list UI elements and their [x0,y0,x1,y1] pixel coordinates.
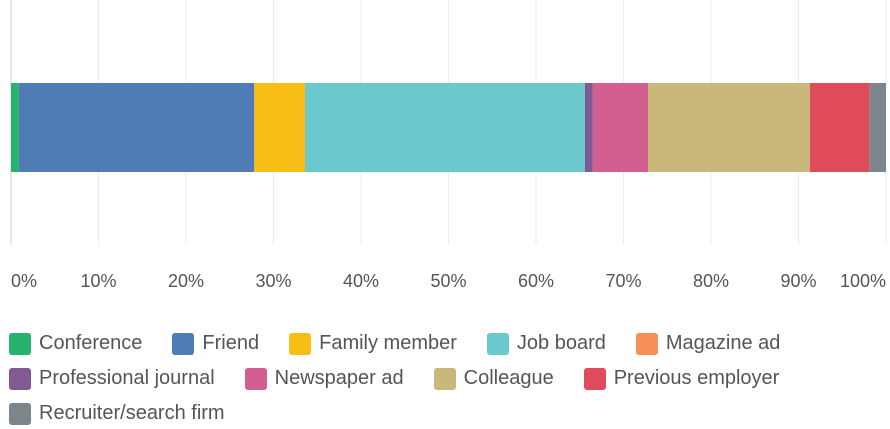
legend-swatch [289,332,312,355]
x-tick-label: 30% [255,271,291,291]
x-tick-label: 70% [605,271,641,291]
legend-item: Job board [486,332,606,355]
legend-item: Friend [172,332,259,355]
legend: Conference Friend Family member Job board Ma… [9,332,884,425]
legend-swatch [9,402,31,425]
bar-segment [11,83,19,172]
legend-label: Conference [39,332,143,354]
x-tick-label: 40% [343,271,379,291]
legend-swatch [433,367,456,390]
legend-item: Colleague [433,367,554,390]
bar-segment [18,83,255,172]
chart: 0% 10% 20% 30% 40% 50% 60% 70% 80% 90% 100% [10,0,887,291]
legend-label: Friend [202,332,260,354]
legend-swatch [244,367,267,390]
x-tick-label: 50% [430,271,466,291]
legend-label: Family member [319,332,457,354]
x-tick-label: 60% [518,271,554,291]
legend-label: Newspaper ad [274,367,404,389]
legend-swatch [9,332,31,355]
legend-label: Professional journal [39,367,215,389]
legend-swatch [9,367,31,390]
x-tick-label: 100% [840,271,886,291]
bar-segment [592,83,648,172]
legend-label: Previous employer [613,367,780,389]
legend-label: Colleague [463,367,554,389]
x-tick-label: 0% [11,271,37,291]
bar-segment [305,83,585,172]
bar-segment [648,83,810,172]
legend-item: Professional journal [9,367,215,390]
legend-item: Magazine ad [635,332,781,355]
x-tick-label: 10% [80,271,116,291]
legend-item: Recruiter/search firm [9,402,225,425]
legend-item: Conference [9,332,142,355]
legend-label: Magazine ad [665,332,781,354]
legend-swatch [486,332,509,355]
legend-swatch [172,332,195,355]
legend-item: Family member [289,332,457,355]
x-tick-label: 90% [780,271,816,291]
legend-label: Job board [516,332,606,354]
bar-segment [809,83,870,172]
x-tick-label: 80% [693,271,729,291]
bar-segment [585,83,593,172]
legend-label: Recruiter/search firm [39,402,225,424]
legend-item: Previous employer [583,367,780,390]
legend-item: Newspaper ad [244,367,404,390]
bar-segment [254,83,305,172]
legend-swatch [583,367,606,390]
legend-swatch [635,332,658,355]
x-tick-label: 20% [168,271,204,291]
bar-segment [869,83,886,172]
